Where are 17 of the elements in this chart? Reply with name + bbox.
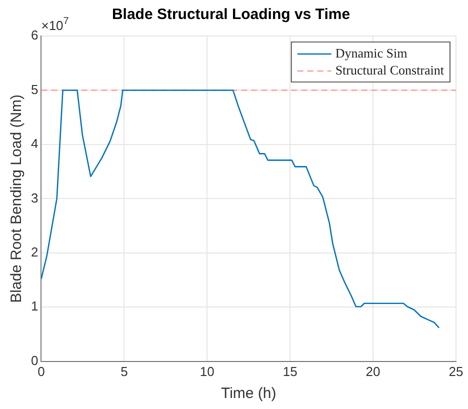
y-tick-label: 0	[30, 352, 38, 368]
legend-label: Dynamic Sim	[335, 45, 408, 60]
x-tick-label: 5	[120, 364, 128, 379]
y-axis-title: Blade Root Bending Load (Nm)	[8, 94, 26, 303]
x-tick-label: 25	[448, 364, 464, 379]
x-axis-title: Time (h)	[220, 385, 276, 402]
legend-label: Structural Constraint	[335, 62, 444, 78]
y-tick-label: 6	[30, 28, 38, 43]
y-tick-label: 4	[30, 136, 38, 152]
y-tick-label: 1	[30, 298, 38, 314]
y-tick-label: 3	[30, 190, 38, 206]
x-tick-label: 15	[282, 364, 298, 379]
y-tick-label: 5	[30, 82, 38, 97]
chart-title: Blade Structural Loading vs Time	[112, 6, 350, 24]
x-tick-label: 20	[366, 364, 380, 379]
x-tick-label: 10	[200, 364, 214, 379]
y-tick-label: 2	[30, 244, 38, 260]
